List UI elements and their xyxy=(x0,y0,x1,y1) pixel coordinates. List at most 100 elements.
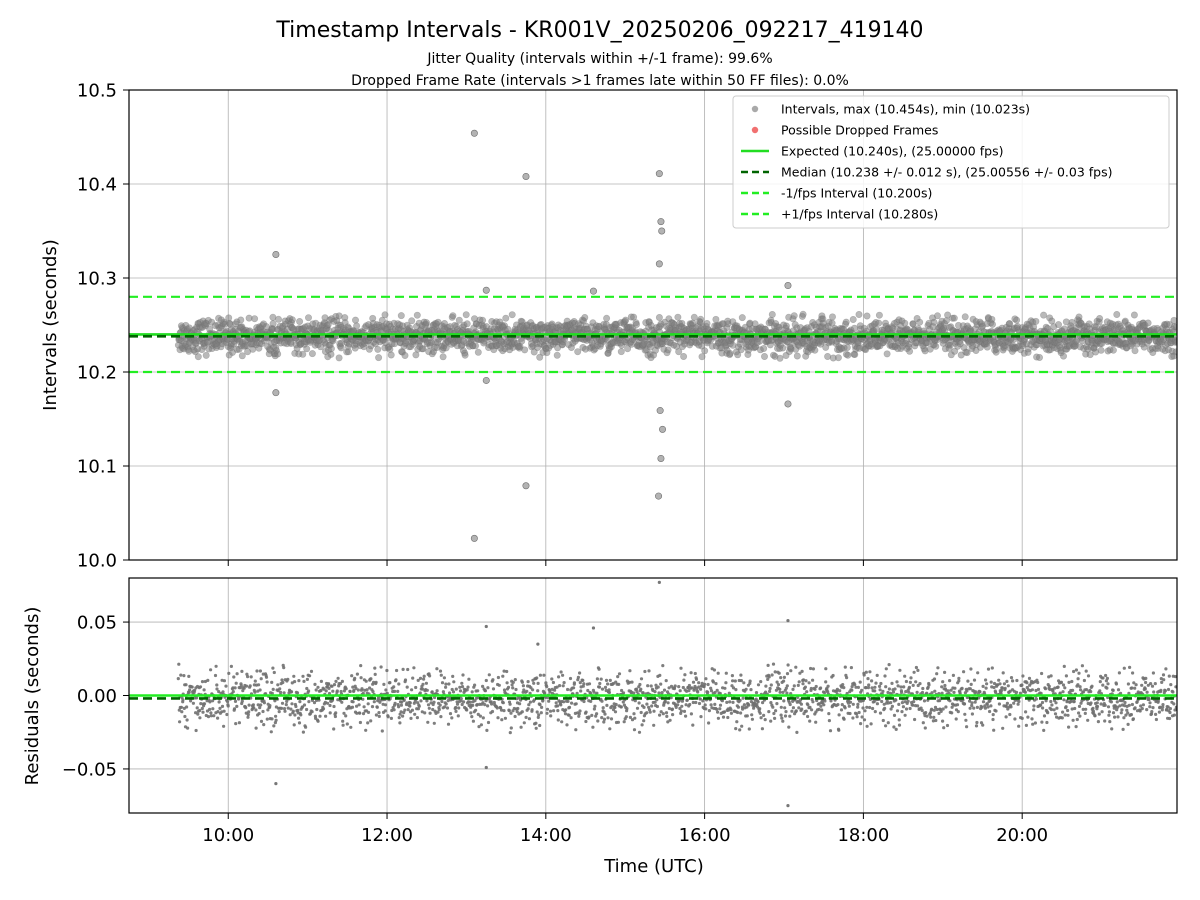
bottom-point xyxy=(866,677,870,681)
top-point xyxy=(843,343,851,351)
bottom-point xyxy=(724,671,728,675)
bottom-point xyxy=(526,680,530,684)
bottom-point xyxy=(992,685,996,690)
bottom-point xyxy=(597,667,601,671)
bottom-point xyxy=(1077,671,1081,675)
bottom-point xyxy=(1011,679,1015,683)
bottom-point xyxy=(1116,705,1120,709)
bottom-point xyxy=(1078,685,1082,689)
bottom-point xyxy=(397,682,401,686)
bottom-point xyxy=(1005,701,1010,706)
bottom-point xyxy=(711,680,716,684)
bottom-point xyxy=(503,716,507,720)
bottom-point xyxy=(773,716,777,721)
bottom-point xyxy=(1081,707,1085,712)
bottom-point xyxy=(190,685,194,689)
bottom-point xyxy=(249,675,253,679)
bottom-point xyxy=(1052,708,1056,712)
bottom-point xyxy=(828,729,833,733)
bottom-point xyxy=(355,704,359,708)
bottom-point xyxy=(451,690,456,694)
bottom-point xyxy=(403,708,407,712)
bottom-point xyxy=(562,700,566,704)
bottom-point xyxy=(185,705,189,709)
bottom-point xyxy=(187,674,191,679)
bottom-point xyxy=(704,677,708,681)
bottom-point xyxy=(869,722,873,726)
bottom-point xyxy=(606,716,610,720)
bottom-point xyxy=(447,682,451,686)
bottom-point xyxy=(256,703,260,707)
bottom-point xyxy=(1001,671,1005,675)
bottom-point xyxy=(892,713,897,718)
bottom-point xyxy=(356,688,360,692)
bottom-point xyxy=(216,710,220,714)
bottom-point xyxy=(1133,686,1137,690)
bottom-point xyxy=(789,669,793,673)
bottom-point xyxy=(769,683,773,687)
bottom-point xyxy=(1001,726,1005,730)
bottom-point xyxy=(564,708,568,712)
bottom-point xyxy=(422,674,426,678)
bottom-point xyxy=(724,681,728,685)
bottom-point xyxy=(398,712,402,716)
bottom-point xyxy=(567,705,572,710)
top-outlier-point-18 xyxy=(784,400,792,408)
bottom-point xyxy=(332,683,337,687)
bottom-point xyxy=(735,720,739,724)
bottom-point xyxy=(667,686,671,690)
bottom-point xyxy=(181,698,185,702)
bottom-point xyxy=(569,716,573,720)
bottom-point xyxy=(741,696,745,700)
bottom-point xyxy=(744,687,748,691)
bottom-point xyxy=(237,721,241,725)
bottom-point xyxy=(461,673,465,677)
bottom-point xyxy=(374,713,378,717)
bottom-point xyxy=(341,723,345,727)
bottom-point xyxy=(715,688,719,692)
bottom-point xyxy=(474,708,478,712)
bottom-point xyxy=(435,689,439,693)
bottom-point xyxy=(854,685,858,689)
bottom-point xyxy=(797,706,801,710)
bottom-point xyxy=(1105,676,1109,681)
bottom-point xyxy=(261,709,265,714)
bottom-point xyxy=(540,705,544,710)
bottom-point xyxy=(704,707,708,711)
bottom-point xyxy=(525,689,529,693)
bottom-point xyxy=(634,687,639,691)
bottom-point xyxy=(1017,699,1021,704)
bottom-point xyxy=(1129,713,1133,717)
bottom-point xyxy=(762,713,766,718)
bottom-point xyxy=(873,689,877,693)
bottom-point xyxy=(950,711,954,715)
bottom-point xyxy=(322,687,326,691)
bottom-point xyxy=(1138,709,1142,713)
bottom-point xyxy=(989,704,993,708)
bottom-point xyxy=(438,669,443,673)
bottom-point xyxy=(660,691,664,695)
bottom-point xyxy=(980,705,984,709)
bottom-point xyxy=(771,705,775,709)
bottom-point xyxy=(451,674,455,679)
top-outlier-point-8 xyxy=(589,287,597,295)
bottom-point xyxy=(965,725,969,729)
bottom-point xyxy=(420,710,424,714)
bottom-point xyxy=(941,680,945,684)
bottom-point xyxy=(773,670,777,674)
bottom-point xyxy=(214,664,218,668)
top-point xyxy=(1096,314,1104,322)
bottom-point xyxy=(351,685,355,689)
bottom-point xyxy=(211,707,215,711)
top-point xyxy=(274,350,282,358)
bottom-point xyxy=(940,691,944,695)
bottom-point xyxy=(584,719,588,724)
bottom-point xyxy=(608,678,612,683)
bottom-point xyxy=(603,685,608,690)
bottom-point xyxy=(293,713,297,717)
bottom-point xyxy=(360,687,364,691)
top-point xyxy=(317,343,325,351)
top-outlier-point-6 xyxy=(522,172,530,180)
bottom-point xyxy=(245,672,249,676)
bottom-point xyxy=(851,702,855,706)
